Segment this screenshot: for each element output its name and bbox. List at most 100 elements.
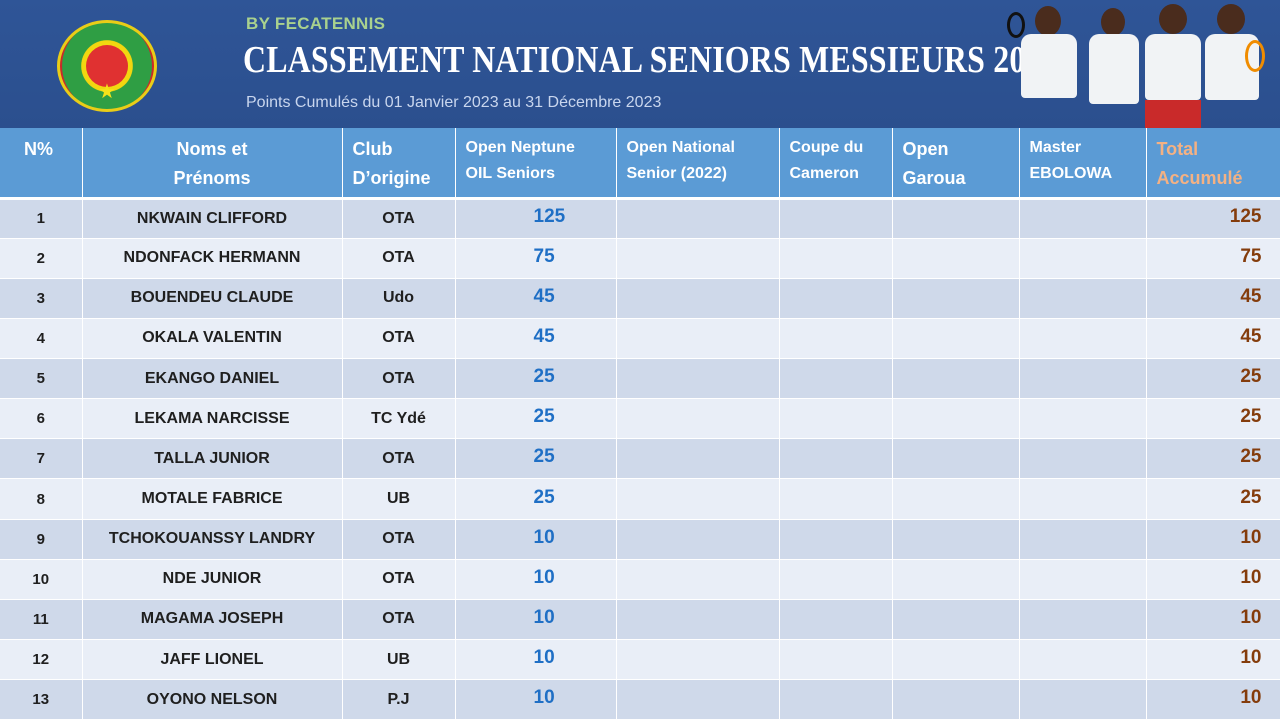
- rank-cell: 11: [0, 599, 83, 641]
- open-garoua-points-cell: [892, 358, 1020, 400]
- table-row: 2 NDONFACK HERMANN OTA 75 75: [0, 238, 1280, 279]
- club-cell: OTA: [342, 519, 456, 560]
- open-neptune-points-cell: 25: [455, 478, 617, 520]
- open-national-points-cell: [616, 559, 780, 600]
- master-ebolowa-points-cell: [1019, 318, 1147, 360]
- open-garoua-points-cell: [892, 438, 1020, 480]
- coupe-points-cell: [779, 519, 893, 560]
- rank-cell: 1: [0, 198, 83, 239]
- master-ebolowa-points-cell: [1019, 198, 1147, 239]
- total-points-cell: 10: [1146, 519, 1280, 560]
- column-header-name: Noms et Prénoms: [82, 128, 343, 200]
- open-national-points-cell: [616, 679, 780, 720]
- total-points-cell: 10: [1146, 559, 1280, 600]
- open-neptune-points-cell: 45: [455, 318, 617, 360]
- club-cell: OTA: [342, 318, 456, 360]
- open-neptune-points-cell: 25: [455, 358, 617, 400]
- table-row: 3 BOUENDEU CLAUDE Udo 45 45: [0, 278, 1280, 319]
- player-name-cell: BOUENDEU CLAUDE: [82, 278, 343, 319]
- open-national-points-cell: [616, 438, 780, 480]
- byline: BY FECATENNIS: [246, 14, 386, 33]
- coupe-points-cell: [779, 599, 893, 641]
- table-header-row: N% Noms et Prénoms Club D’origine Open Nep…: [0, 128, 1280, 200]
- club-cell: OTA: [342, 358, 456, 400]
- player-name-cell: NDONFACK HERMANN: [82, 238, 343, 279]
- open-national-points-cell: [616, 318, 780, 360]
- master-ebolowa-points-cell: [1019, 679, 1147, 720]
- rank-cell: 12: [0, 639, 83, 681]
- club-cell: OTA: [342, 238, 456, 279]
- column-header-rank: N%: [0, 128, 83, 200]
- open-garoua-points-cell: [892, 278, 1020, 319]
- table-row: 8 MOTALE FABRICE UB 25 25: [0, 478, 1280, 520]
- open-national-points-cell: [616, 519, 780, 560]
- header-banner: ★ BY FECATENNIS CLASSEMENT NATIONAL SENI…: [0, 0, 1280, 128]
- rank-cell: 4: [0, 318, 83, 360]
- open-national-points-cell: [616, 599, 780, 641]
- open-garoua-points-cell: [892, 238, 1020, 279]
- open-garoua-points-cell: [892, 198, 1020, 239]
- open-national-points-cell: [616, 238, 780, 279]
- coupe-points-cell: [779, 438, 893, 480]
- club-cell: Udo: [342, 278, 456, 319]
- open-garoua-points-cell: [892, 599, 1020, 641]
- master-ebolowa-points-cell: [1019, 358, 1147, 400]
- master-ebolowa-points-cell: [1019, 278, 1147, 319]
- player-name-cell: NDE JUNIOR: [82, 559, 343, 600]
- player-name-cell: OKALA VALENTIN: [82, 318, 343, 360]
- open-neptune-points-cell: 10: [455, 559, 617, 600]
- master-ebolowa-points-cell: [1019, 599, 1147, 641]
- coupe-points-cell: [779, 398, 893, 440]
- open-neptune-points-cell: 10: [455, 639, 617, 681]
- column-header-master-ebolowa: Master EBOLOWA: [1019, 128, 1147, 200]
- club-cell: TC Ydé: [342, 398, 456, 440]
- open-national-points-cell: [616, 478, 780, 520]
- table-row: 6 LEKAMA NARCISSE TC Ydé 25 25: [0, 398, 1280, 440]
- club-cell: OTA: [342, 559, 456, 600]
- open-national-points-cell: [616, 278, 780, 319]
- total-points-cell: 25: [1146, 438, 1280, 480]
- player-name-cell: NKWAIN CLIFFORD: [82, 198, 343, 239]
- table-row: 9 TCHOKOUANSSY LANDRY OTA 10 10: [0, 519, 1280, 560]
- open-neptune-points-cell: 45: [455, 278, 617, 319]
- club-cell: OTA: [342, 599, 456, 641]
- master-ebolowa-points-cell: [1019, 478, 1147, 520]
- column-header-total: Total Accumulé: [1146, 128, 1280, 200]
- open-national-points-cell: [616, 358, 780, 400]
- player-name-cell: MOTALE FABRICE: [82, 478, 343, 520]
- table-row: 1 NKWAIN CLIFFORD OTA 125 125: [0, 198, 1280, 239]
- total-points-cell: 10: [1146, 679, 1280, 720]
- tennis-players-photo: [965, 0, 1280, 128]
- open-national-points-cell: [616, 198, 780, 239]
- rank-cell: 9: [0, 519, 83, 560]
- subtitle: Points Cumulés du 01 Janvier 2023 au 31 …: [246, 94, 662, 111]
- club-cell: OTA: [342, 438, 456, 480]
- coupe-points-cell: [779, 198, 893, 239]
- open-garoua-points-cell: [892, 318, 1020, 360]
- table-row: 4 OKALA VALENTIN OTA 45 45: [0, 318, 1280, 360]
- coupe-points-cell: [779, 238, 893, 279]
- open-national-points-cell: [616, 639, 780, 681]
- total-points-cell: 25: [1146, 398, 1280, 440]
- club-cell: UB: [342, 639, 456, 681]
- total-points-cell: 125: [1146, 198, 1280, 239]
- table-row: 12 JAFF LIONEL UB 10 10: [0, 639, 1280, 681]
- master-ebolowa-points-cell: [1019, 398, 1147, 440]
- player-name-cell: MAGAMA JOSEPH: [82, 599, 343, 641]
- total-points-cell: 10: [1146, 599, 1280, 641]
- coupe-points-cell: [779, 679, 893, 720]
- open-neptune-points-cell: 25: [455, 398, 617, 440]
- open-garoua-points-cell: [892, 478, 1020, 520]
- player-name-cell: TALLA JUNIOR: [82, 438, 343, 480]
- open-neptune-points-cell: 10: [455, 599, 617, 641]
- total-points-cell: 25: [1146, 478, 1280, 520]
- master-ebolowa-points-cell: [1019, 438, 1147, 480]
- column-header-open-neptune: Open Neptune OIL Seniors: [455, 128, 617, 200]
- player-name-cell: LEKAMA NARCISSE: [82, 398, 343, 440]
- club-cell: P.J: [342, 679, 456, 720]
- rank-cell: 8: [0, 478, 83, 520]
- total-points-cell: 75: [1146, 238, 1280, 279]
- open-garoua-points-cell: [892, 679, 1020, 720]
- coupe-points-cell: [779, 318, 893, 360]
- open-neptune-points-cell: 25: [455, 438, 617, 480]
